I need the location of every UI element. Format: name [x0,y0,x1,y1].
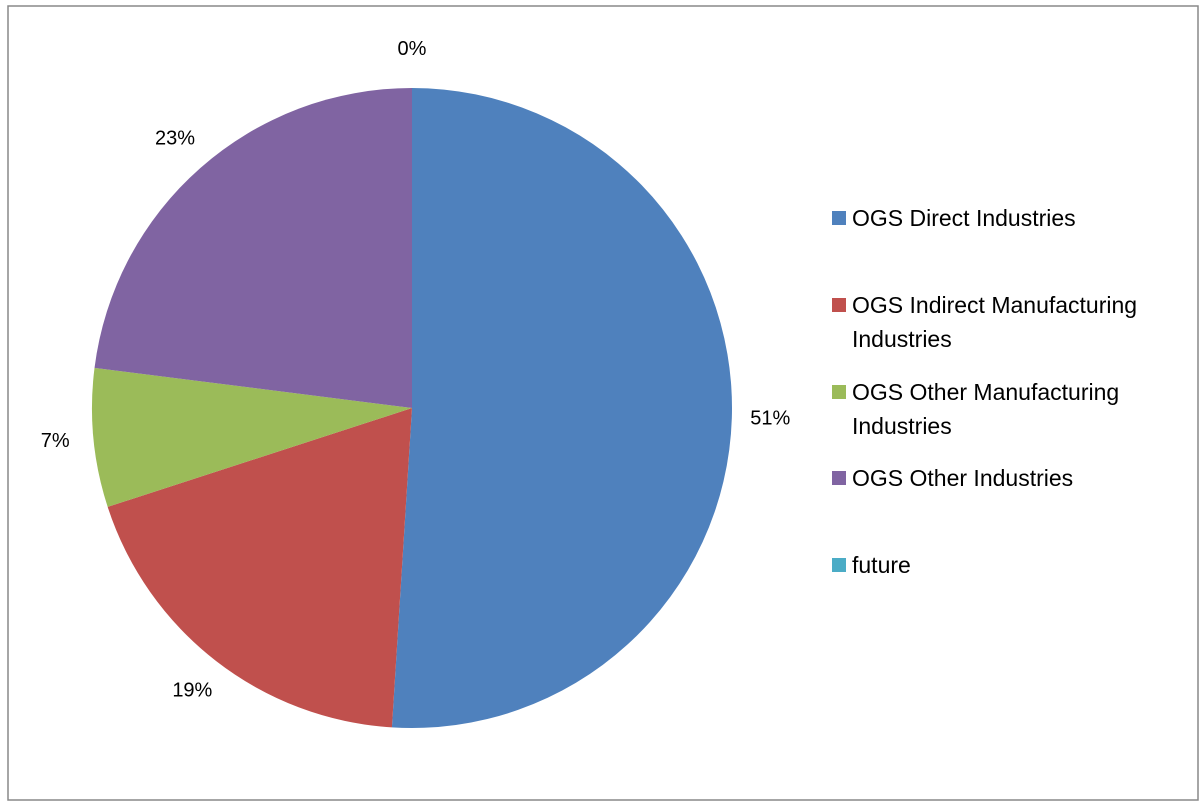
data-label: 7% [41,430,70,452]
legend-swatch [832,211,846,225]
legend-label: OGS Indirect Manufacturing Industries [852,291,1138,352]
legend-swatch [832,384,846,399]
pie-slice [107,408,412,728]
pie-slice [94,88,413,408]
data-label: 23% [155,127,195,149]
legend-item: OGS Other Industries [832,461,1192,495]
legend-swatch [832,558,846,572]
legend-item: future [832,548,1192,582]
chart-border [7,5,1199,801]
legend-swatch [832,297,846,312]
data-label: 51% [750,408,790,430]
legend-item: OGS Indirect Manufacturing Industries [832,288,1192,356]
data-label: 0% [398,38,427,60]
legend-item: OGS Other Manufacturing Industries [832,375,1192,443]
legend-label: OGS Other Industries [852,465,1074,492]
pie-slice [91,367,413,507]
legend-label: future [852,552,911,578]
legend-label: OGS Direct Industries [852,205,1076,231]
legend-label: OGS Other Manufacturing Industries [852,378,1120,439]
legend-swatch [832,471,846,486]
data-label: 19% [172,679,212,701]
pie-slice [391,88,733,728]
legend-item: OGS Direct Industries [832,201,1192,235]
